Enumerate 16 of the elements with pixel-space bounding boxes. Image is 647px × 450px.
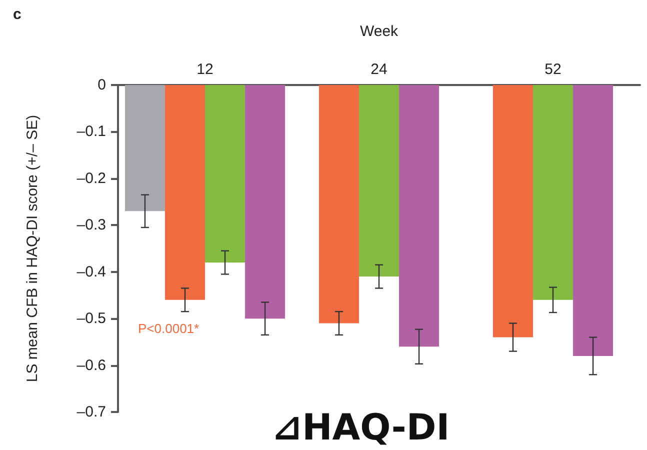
y-tick-label: –0.5 — [76, 310, 106, 328]
annotation: P<0.0001* — [138, 321, 200, 336]
annotation: ⊿HAQ-DI — [272, 408, 450, 448]
y-tick-label: –0.2 — [76, 170, 106, 187]
x-axis-title: Week — [360, 23, 399, 40]
y-tick-label: –0.7 — [76, 404, 106, 420]
y-tick-label: –0.3 — [76, 216, 106, 234]
chart-title: c — [13, 6, 22, 23]
y-tick-label: 0 — [98, 76, 106, 94]
x-tick-label: 52 — [544, 61, 562, 78]
y-axis-title: LS mean CFB in HAQ-DI score (+/– SE) — [24, 114, 41, 382]
y-tick-label: –0.4 — [76, 263, 106, 280]
y-tick-label: –0.1 — [76, 123, 106, 140]
x-tick-label: 24 — [370, 61, 388, 78]
x-tick-label: 12 — [196, 61, 214, 78]
y-tick-label: –0.6 — [76, 356, 106, 374]
